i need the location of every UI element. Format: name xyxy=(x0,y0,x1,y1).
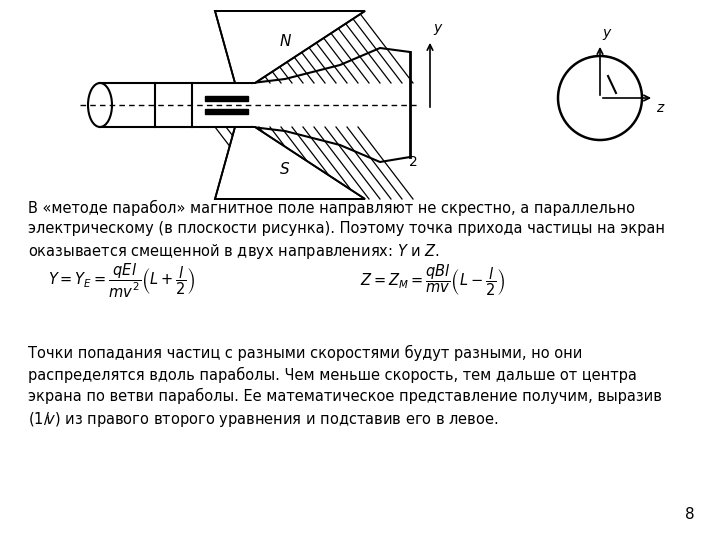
Text: Точки попадания частиц с разными скоростями будут разными, но они
распределятся : Точки попадания частиц с разными скорост… xyxy=(28,345,662,429)
Text: 8: 8 xyxy=(685,507,695,522)
Polygon shape xyxy=(215,127,365,199)
Polygon shape xyxy=(205,96,248,101)
Text: $\it{2}$: $\it{2}$ xyxy=(408,155,418,169)
Polygon shape xyxy=(205,109,248,114)
Text: S: S xyxy=(280,161,290,177)
Text: $Z = Z_M = \dfrac{qBl}{mv}\left(L-\dfrac{l}{2}\right)$: $Z = Z_M = \dfrac{qBl}{mv}\left(L-\dfrac… xyxy=(360,262,505,298)
Text: $y$: $y$ xyxy=(433,22,444,37)
Text: $z$: $z$ xyxy=(656,101,665,115)
Text: В «методе парабол» магнитное поле направляют не скрестно, а параллельно
электрич: В «методе парабол» магнитное поле направ… xyxy=(28,200,665,261)
Polygon shape xyxy=(215,11,365,83)
Polygon shape xyxy=(100,81,252,129)
Text: $Y = Y_E = \dfrac{qEl}{mv^2}\left(L+\dfrac{l}{2}\right)$: $Y = Y_E = \dfrac{qEl}{mv^2}\left(L+\dfr… xyxy=(48,262,196,300)
Text: $y$: $y$ xyxy=(602,27,613,42)
Text: N: N xyxy=(279,33,291,49)
